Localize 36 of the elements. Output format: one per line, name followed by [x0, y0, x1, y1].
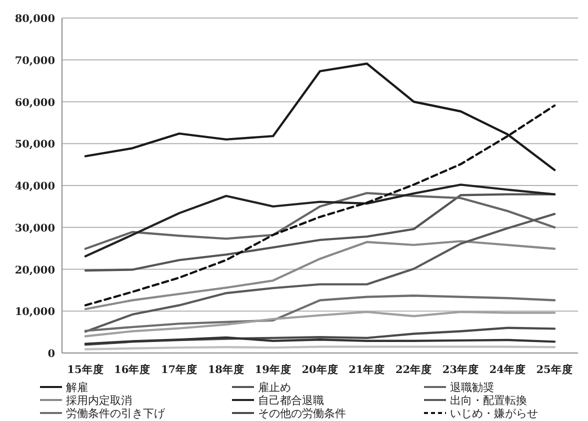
line-series	[84, 310, 556, 338]
x-tick-label: 20年度	[302, 363, 338, 376]
x-tick-label: 18年度	[208, 363, 244, 376]
x-tick-label: 16年度	[114, 363, 151, 376]
legend-label: 解雇	[66, 381, 88, 394]
y-tick-label: 0	[48, 348, 55, 360]
legend-label: 労働条件の引き下げ	[66, 407, 166, 420]
legend-label: その他の労働条件	[258, 407, 346, 420]
x-tick-label: 17年度	[160, 363, 198, 376]
legend-label: 出向・配置転換	[450, 394, 527, 407]
y-tick-label: 50,000	[14, 138, 55, 151]
y-tick-label: 20,000	[14, 264, 55, 276]
line-series	[84, 193, 556, 272]
x-tick-label: 23年度	[442, 363, 480, 376]
x-tick-label: 25年度	[536, 363, 573, 376]
y-tick-label: 10,000	[14, 306, 55, 318]
line-series	[84, 326, 556, 346]
x-tick-label: 21年度	[348, 363, 386, 376]
y-tick-label: 60,000	[14, 96, 55, 109]
x-tick-label: 15年度	[67, 363, 104, 376]
legend-label: 退職勧奨	[450, 381, 494, 394]
line-series	[84, 240, 556, 310]
line-series	[84, 336, 556, 345]
x-tick-label: 24年度	[489, 363, 526, 376]
legend-label: 自己都合退職	[258, 394, 324, 407]
y-tick-label: 70,000	[14, 54, 55, 67]
x-tick-label: 22年度	[396, 363, 432, 376]
legend-label: 採用内定取消	[66, 394, 132, 407]
legend-label: いじめ・嫌がらせ	[450, 407, 538, 420]
line-series	[84, 184, 556, 258]
y-tick-label: 80,000	[14, 13, 55, 25]
legend-label: 雇止め	[258, 381, 291, 394]
line-series	[84, 294, 556, 332]
x-tick-label: 19年度	[254, 363, 292, 376]
y-tick-label: 30,000	[14, 222, 55, 234]
y-tick-label: 40,000	[14, 180, 55, 192]
